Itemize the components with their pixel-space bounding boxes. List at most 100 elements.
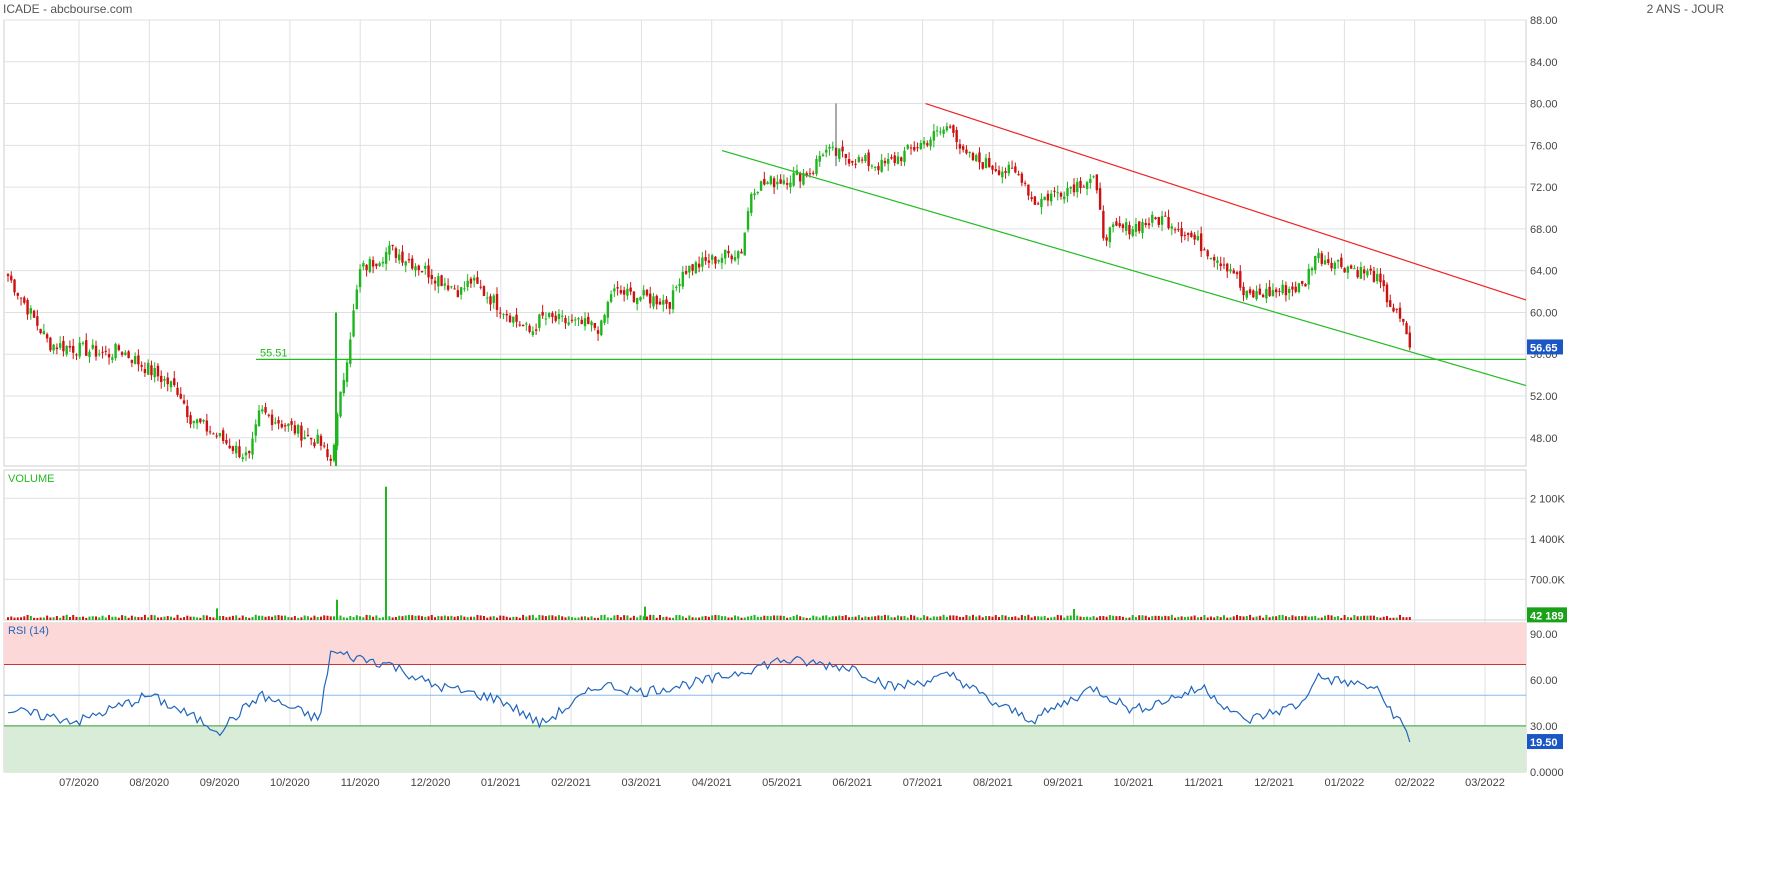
candle bbox=[1219, 256, 1222, 271]
candle-body bbox=[1265, 288, 1268, 299]
volume-bar bbox=[835, 616, 838, 620]
candle bbox=[1389, 294, 1392, 308]
candle bbox=[1362, 265, 1366, 281]
candle-body bbox=[146, 362, 150, 375]
candle bbox=[1131, 225, 1134, 238]
volume-bar bbox=[652, 614, 655, 620]
candle bbox=[841, 140, 844, 158]
volume-bar bbox=[681, 616, 684, 620]
candle bbox=[655, 294, 658, 310]
x-tick-label: 03/2022 bbox=[1465, 777, 1505, 789]
candle bbox=[1069, 186, 1072, 194]
y-tick-label: 76.00 bbox=[1530, 140, 1558, 152]
candle bbox=[890, 154, 893, 160]
candle-body bbox=[433, 280, 437, 284]
candle bbox=[186, 399, 189, 423]
x-tick-label: 09/2020 bbox=[200, 777, 240, 789]
volume-bar bbox=[248, 617, 251, 620]
volume-bar bbox=[166, 616, 169, 620]
volume-bar bbox=[1059, 615, 1062, 620]
candle-body bbox=[277, 420, 280, 424]
candle bbox=[1014, 162, 1017, 174]
candle bbox=[362, 260, 365, 271]
candle bbox=[1105, 234, 1108, 247]
volume-bar bbox=[1379, 617, 1382, 620]
volume-bar bbox=[740, 617, 743, 620]
candle bbox=[1085, 180, 1089, 196]
volume-bar bbox=[831, 616, 834, 620]
candle bbox=[479, 279, 482, 290]
candle-body bbox=[241, 457, 244, 459]
volume-bar bbox=[196, 617, 199, 620]
volume-bar bbox=[1183, 616, 1186, 620]
x-tick-label: 01/2022 bbox=[1325, 777, 1365, 789]
candle bbox=[622, 286, 626, 302]
volume-bar bbox=[1317, 617, 1320, 620]
candle-body bbox=[1301, 281, 1304, 284]
volume-bar bbox=[636, 617, 639, 620]
volume-bar bbox=[857, 615, 860, 620]
candle-body bbox=[349, 339, 352, 364]
candle bbox=[590, 320, 593, 332]
volume-bar bbox=[212, 617, 215, 620]
candle-body bbox=[1261, 294, 1265, 298]
volume-bar bbox=[372, 616, 375, 620]
volume-bar bbox=[349, 615, 352, 620]
volume-bar bbox=[1200, 616, 1203, 620]
candle bbox=[857, 154, 861, 163]
candle bbox=[1242, 282, 1245, 302]
candle bbox=[613, 284, 616, 298]
candle-body bbox=[785, 183, 789, 185]
volume-bar bbox=[603, 614, 606, 620]
candle-body bbox=[854, 163, 857, 165]
candle bbox=[440, 274, 443, 287]
candle bbox=[166, 372, 169, 392]
candle-body bbox=[1359, 267, 1363, 279]
candle-body bbox=[737, 251, 740, 259]
candle-body bbox=[916, 147, 919, 149]
volume-bar bbox=[1157, 615, 1160, 620]
y-tick-label: 88.00 bbox=[1530, 15, 1558, 27]
volume-bar bbox=[776, 615, 779, 620]
candle-body bbox=[893, 155, 896, 163]
candle-body bbox=[782, 180, 786, 184]
volume-bar bbox=[1069, 615, 1072, 620]
candle-body bbox=[805, 173, 808, 177]
volume-bar bbox=[968, 616, 971, 620]
volume-bar bbox=[1372, 615, 1375, 620]
volume-bar bbox=[978, 615, 981, 620]
candle-body bbox=[313, 442, 316, 447]
x-tick-label: 11/2021 bbox=[1184, 777, 1223, 789]
candle bbox=[313, 438, 316, 449]
candle bbox=[847, 152, 851, 167]
candle bbox=[981, 161, 984, 170]
candle-body bbox=[339, 391, 342, 417]
y-tick-label: 90.00 bbox=[1530, 629, 1558, 641]
candle-body bbox=[182, 400, 186, 404]
volume-bars bbox=[7, 486, 1411, 620]
volume-bar bbox=[170, 616, 172, 620]
candle-body bbox=[1030, 197, 1033, 200]
candle bbox=[283, 423, 287, 432]
candle-body bbox=[776, 181, 779, 185]
candle bbox=[577, 317, 580, 326]
candle-body bbox=[958, 144, 962, 149]
candle-body bbox=[111, 357, 114, 360]
candle-body bbox=[544, 318, 548, 320]
x-tick-label: 12/2020 bbox=[411, 777, 451, 789]
candle-body bbox=[1219, 263, 1222, 267]
candle bbox=[701, 252, 704, 272]
candle bbox=[179, 387, 182, 400]
period-label[interactable]: 2 ANS - JOUR bbox=[1647, 2, 1725, 16]
candle bbox=[1252, 289, 1255, 298]
volume-bar bbox=[733, 615, 736, 620]
volume-bar bbox=[375, 615, 378, 620]
candle-body bbox=[120, 352, 124, 355]
candle bbox=[251, 431, 254, 460]
candle-body bbox=[789, 182, 792, 188]
candle bbox=[52, 343, 55, 355]
candle bbox=[671, 284, 675, 314]
volume-bar bbox=[476, 614, 479, 620]
candle-body bbox=[362, 263, 365, 267]
